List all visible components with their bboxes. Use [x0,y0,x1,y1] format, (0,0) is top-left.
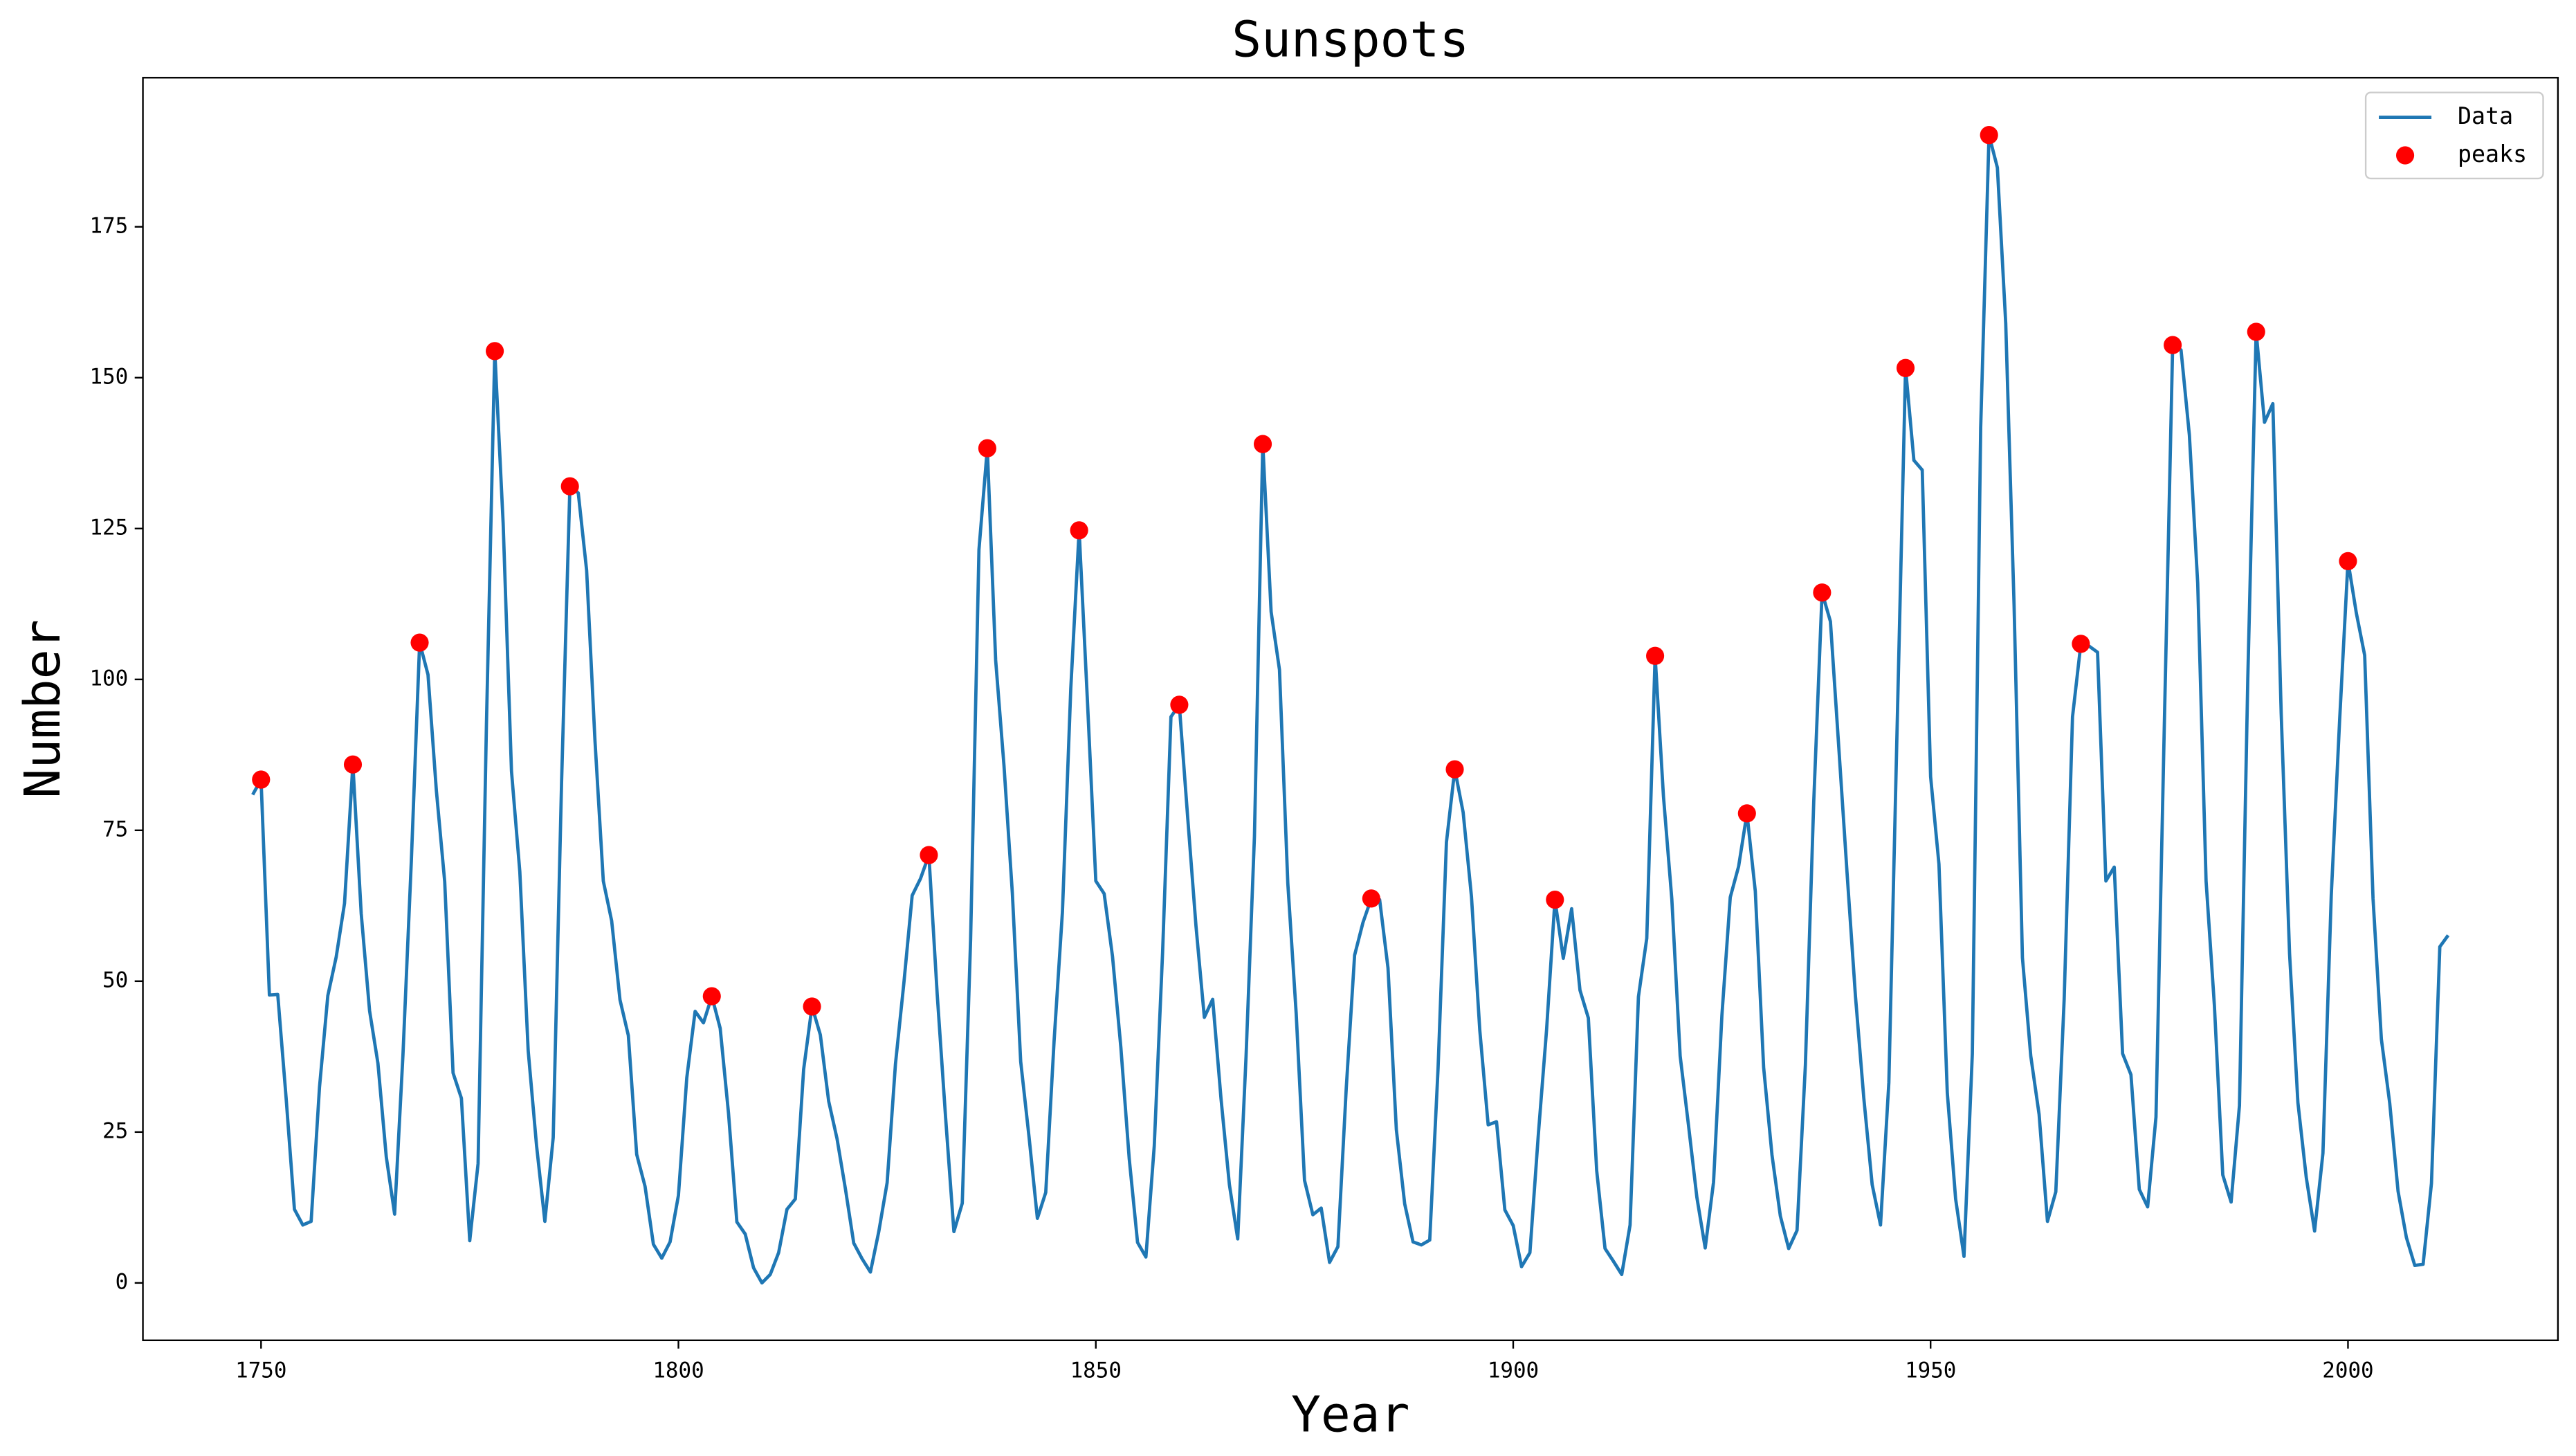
peak-marker [803,997,821,1016]
legend-label: Data [2458,102,2513,129]
x-tick-label: 1750 [235,1358,286,1383]
y-axis-label: Number [14,619,71,799]
peak-marker [1813,583,1831,602]
plot-frame [142,77,2559,1342]
peak-marker [1546,890,1564,909]
y-tick-label: 175 [89,213,128,238]
peak-marker [1646,646,1665,665]
peak-marker [1445,760,1464,779]
peak-marker [1362,889,1380,908]
x-tick-label: 1900 [1488,1358,1539,1383]
peak-marker [1980,126,1998,145]
peak-marker [1170,695,1189,714]
peak-marker [1737,804,1756,823]
y-tick-label: 25 [102,1118,128,1143]
peak-marker [978,439,996,457]
peak-marker [2164,336,2182,354]
peak-marker [920,846,938,864]
peak-marker [1253,435,1272,453]
peak-marker [486,342,504,361]
peak-marker [2247,322,2265,341]
x-axis-label: Year [1291,1385,1409,1443]
y-tick-label: 150 [89,364,128,389]
peak-marker [343,755,363,774]
x-tick-label: 1850 [1070,1358,1122,1383]
peak-marker [560,477,579,495]
peak-marker [2339,552,2357,571]
peak-marker [1896,358,1915,377]
data-line [251,133,2450,1285]
x-tick-label: 1950 [1905,1358,1956,1383]
x-tick-label: 1800 [652,1358,704,1383]
legend-marker [2396,146,2415,165]
y-tick-label: 0 [116,1269,129,1294]
peak-marker [252,770,271,789]
peak-marker [2072,635,2090,653]
x-tick-label: 2000 [2322,1358,2373,1383]
peak-marker [410,633,429,652]
y-tick-label: 75 [102,817,128,841]
y-tick-label: 125 [89,515,128,540]
y-tick-label: 100 [89,666,128,691]
chart-title: Sunspots [1232,10,1469,68]
legend-label: peaks [2458,140,2527,167]
peak-marker [1070,521,1088,540]
peak-marker [702,987,721,1005]
y-tick-label: 50 [102,967,128,992]
